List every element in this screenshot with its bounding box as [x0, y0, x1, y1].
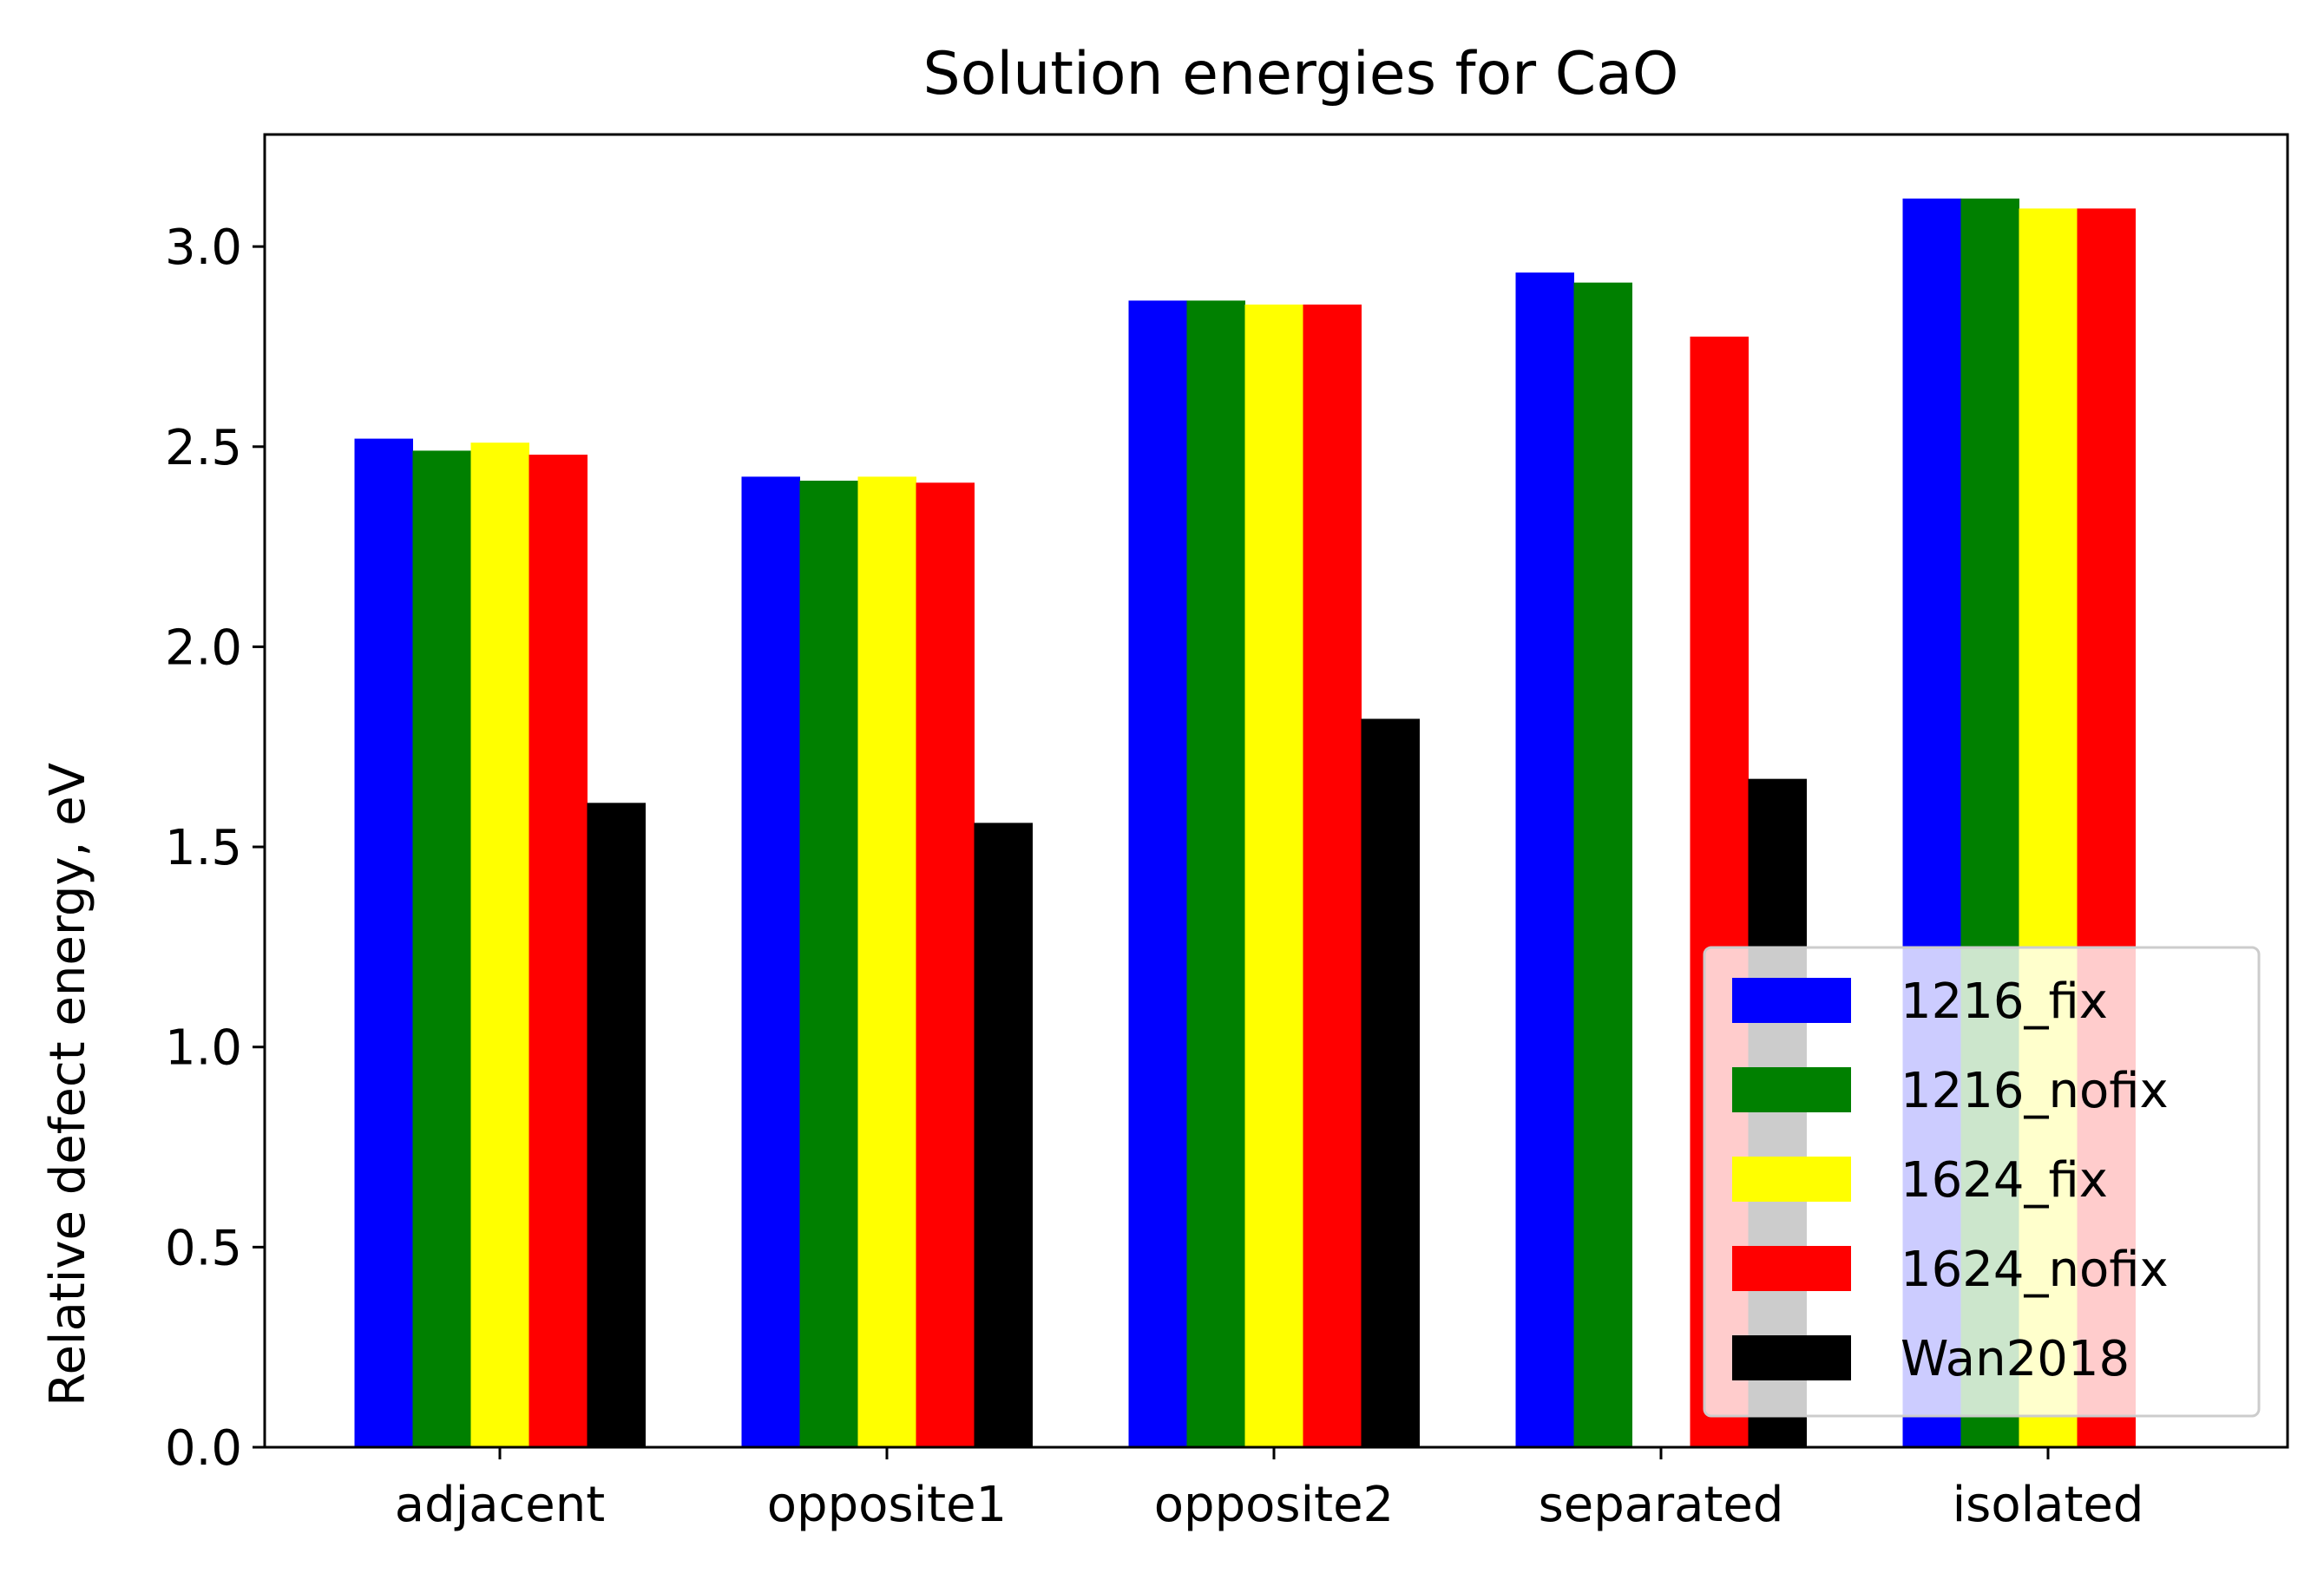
legend-swatch-1624_fix — [1732, 1157, 1851, 1202]
chart-title: Solution energies for CaO — [923, 40, 1679, 108]
bar-1624_fix-adjacent — [470, 442, 529, 1447]
bar-1216_fix-opposite1 — [741, 476, 800, 1448]
legend-label-1216_nofix: 1216_nofix — [1901, 1063, 2169, 1119]
bar-1216_fix-separated — [1515, 272, 1574, 1448]
legend-label-1216_fix: 1216_fix — [1901, 974, 2108, 1030]
bar-1216_nofix-opposite2 — [1186, 300, 1245, 1447]
legend-swatch-Wan2018 — [1732, 1335, 1851, 1380]
bar-1216_fix-adjacent — [354, 438, 413, 1447]
y-tick-label: 3.0 — [165, 220, 242, 276]
bar-1624_nofix-adjacent — [528, 455, 588, 1447]
y-tick-label: 0.0 — [165, 1420, 242, 1477]
bar-Wan2018-opposite2 — [1361, 718, 1420, 1447]
bar-1216_nofix-separated — [1573, 282, 1632, 1447]
bar-1216_nofix-adjacent — [412, 450, 471, 1447]
legend-box — [1703, 946, 2261, 1418]
bar-Wan2018-opposite1 — [974, 823, 1033, 1447]
y-axis-label: Relative defect energy, eV — [40, 763, 96, 1406]
y-tick-label: 2.5 — [165, 420, 242, 476]
bar-1624_nofix-opposite1 — [916, 482, 975, 1448]
bar-Wan2018-adjacent — [587, 803, 646, 1447]
plot-frame — [263, 133, 2289, 1449]
bar-1216_nofix-opposite1 — [799, 481, 858, 1448]
x-tick-label: adjacent — [395, 1477, 605, 1533]
axes-group: 0.0 0.5 1.0 1.5 2.0 2.5 3.0 adjacent opposite1 op… — [165, 133, 2289, 1533]
x-tick-label: isolated — [1953, 1477, 2144, 1533]
y-tick-label: 1.5 — [165, 820, 242, 876]
x-tick-label: opposite2 — [1154, 1477, 1394, 1533]
bar-1624_nofix-opposite2 — [1303, 305, 1362, 1448]
bar-1216_fix-opposite2 — [1128, 300, 1187, 1447]
y-tick-label: 1.0 — [165, 1020, 242, 1077]
bar-1624_fix-opposite1 — [857, 476, 916, 1448]
x-tick-label: opposite1 — [767, 1477, 1007, 1533]
bar-1624_fix-opposite2 — [1244, 305, 1303, 1448]
x-tick-label: separated — [1539, 1477, 1784, 1533]
legend-label-1624_nofix: 1624_nofix — [1901, 1242, 2169, 1298]
legend-swatch-1216_nofix — [1732, 1067, 1851, 1112]
y-tick-label: 2.0 — [165, 620, 242, 676]
legend-label-1624_fix: 1624_fix — [1901, 1152, 2108, 1209]
legend-swatch-1624_nofix — [1732, 1246, 1851, 1291]
legend-swatch-1216_fix — [1732, 978, 1851, 1023]
legend: 1216_fix 1216_nofix 1624_fix 1624_nofix Wan2… — [1703, 946, 2261, 1418]
y-tick-label: 0.5 — [165, 1220, 242, 1276]
legend-label-Wan2018: Wan2018 — [1901, 1331, 2130, 1387]
